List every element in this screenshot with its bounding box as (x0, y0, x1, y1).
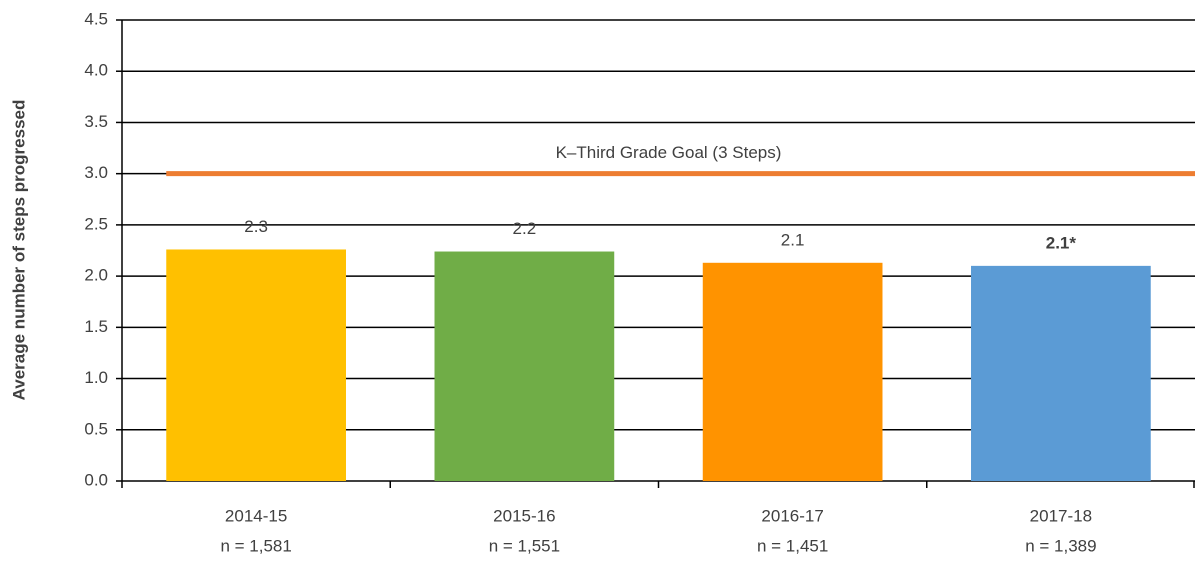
x-tick-note: n = 1,451 (757, 536, 828, 555)
data-label: 2.1 (781, 230, 805, 249)
x-tick-label: 2015-16 (493, 506, 555, 525)
x-tick-label: 2016-17 (761, 506, 823, 525)
y-tick-label: 2.0 (84, 266, 108, 285)
x-tick-label: 2014-15 (225, 506, 287, 525)
bar (166, 249, 346, 481)
data-label: 2.3 (244, 217, 268, 236)
y-axis-label: Average number of steps progressed (9, 100, 28, 401)
x-tick-note: n = 1,581 (220, 536, 291, 555)
data-label: 2.2 (513, 219, 537, 238)
y-tick-label: 2.5 (84, 214, 108, 233)
y-tick-label: 1.0 (84, 368, 108, 387)
y-tick-label: 4.5 (84, 9, 108, 28)
x-tick-label: 2017-18 (1030, 506, 1092, 525)
bar (434, 251, 615, 481)
x-tick-note: n = 1,551 (489, 536, 560, 555)
bar (702, 262, 883, 481)
y-tick-label: 3.5 (84, 112, 108, 131)
y-tick-label: 0.5 (84, 419, 108, 438)
data-label: 2.1* (1046, 233, 1077, 252)
bar (971, 265, 1151, 481)
y-tick-label: 3.0 (84, 163, 108, 182)
y-tick-label: 1.5 (84, 317, 108, 336)
y-tick-label: 4.0 (84, 61, 108, 80)
reference-label: K–Third Grade Goal (3 Steps) (556, 143, 782, 162)
y-tick-label: 0.0 (84, 470, 108, 489)
x-tick-note: n = 1,389 (1025, 536, 1096, 555)
